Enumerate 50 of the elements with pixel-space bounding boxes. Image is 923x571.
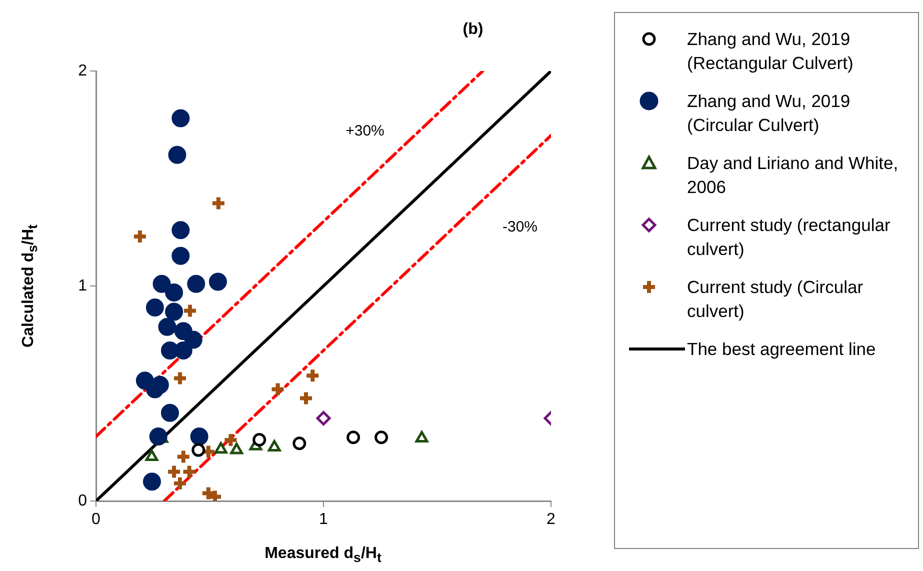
legend-label: Current study (Circular culvert) — [687, 276, 864, 323]
point — [145, 449, 158, 461]
point — [165, 283, 184, 302]
point — [415, 430, 428, 442]
y-tick-label: 2 — [78, 62, 88, 80]
point — [165, 302, 184, 321]
point — [181, 464, 198, 480]
point — [346, 430, 360, 444]
point — [172, 221, 190, 240]
point — [172, 370, 188, 386]
point — [182, 302, 198, 319]
annotation: +30% — [346, 122, 384, 140]
point — [172, 109, 190, 128]
chart-title: (b) — [462, 21, 484, 39]
point — [158, 318, 176, 336]
point — [210, 195, 226, 212]
y-tick-label: 0 — [78, 492, 88, 510]
point — [168, 146, 186, 164]
point — [187, 274, 206, 293]
x-tick-label: 2 — [546, 511, 556, 528]
point — [190, 428, 208, 446]
point — [160, 404, 179, 422]
point — [149, 428, 168, 446]
point — [142, 472, 161, 491]
legend-label: The best agreement line — [687, 338, 877, 361]
point — [208, 272, 227, 291]
legend-label: Zhang and Wu, 2019 (Rectangular Culvert) — [687, 28, 854, 75]
point — [175, 448, 192, 465]
point — [252, 432, 266, 446]
point — [270, 381, 286, 398]
legend-label: Day and Liriano and White, 2006 — [687, 152, 900, 199]
point — [304, 368, 321, 384]
point — [214, 442, 228, 454]
point — [172, 246, 190, 265]
point — [268, 440, 281, 452]
point — [374, 430, 388, 444]
legend-label: Zhang and Wu, 2019 (Circular Culvert) — [687, 90, 852, 137]
x-tick-label: 1 — [319, 511, 328, 528]
point — [192, 443, 206, 457]
point — [152, 274, 171, 293]
legend-label: Current study (rectangular culvert) — [687, 214, 892, 261]
point — [298, 390, 314, 406]
y-tick-label: 1 — [78, 277, 88, 294]
point — [292, 436, 306, 450]
x-tick-label: 0 — [92, 511, 101, 528]
point — [230, 442, 244, 454]
point — [146, 298, 164, 316]
annotation: -30% — [502, 218, 538, 236]
point — [184, 330, 202, 349]
x-axis-title: Measured d$_{s}$/H$_{t}$ — [264, 544, 382, 566]
